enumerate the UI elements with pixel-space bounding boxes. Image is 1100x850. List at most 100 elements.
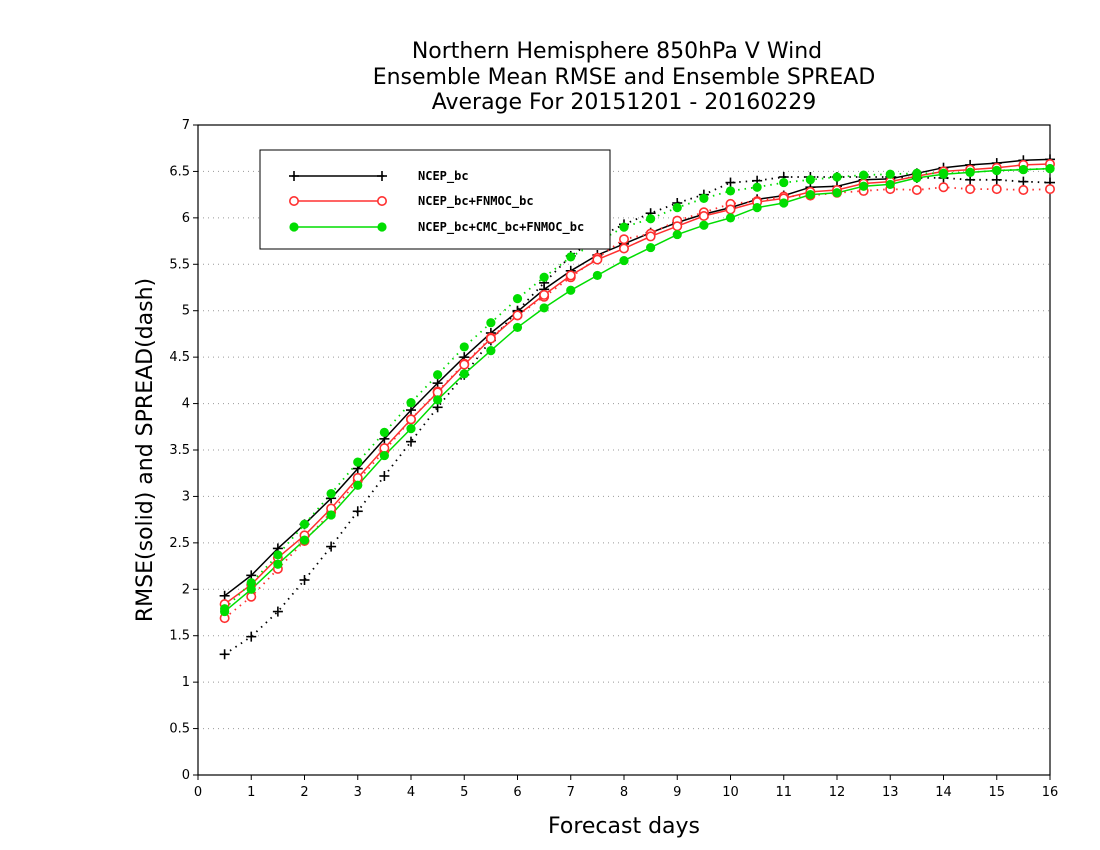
y-tick-label: 6.5: [169, 164, 190, 179]
series-2-rmse-point: [273, 559, 283, 569]
series-2-rmse-point: [539, 303, 549, 313]
series-2-spread-point: [299, 519, 310, 529]
y-tick-label: 1: [182, 675, 190, 690]
series-2-rmse-point: [699, 220, 709, 230]
y-tick-label: 0: [182, 768, 190, 783]
series-1-spread-point: [618, 234, 629, 245]
series-1-rmse-point: [405, 414, 416, 425]
series-1-rmse-point: [672, 221, 683, 232]
series-1-rmse-point: [512, 310, 523, 321]
legend-marker-2: [289, 222, 299, 232]
series-2-rmse-point: [326, 510, 336, 520]
series-2-spread-point: [699, 193, 709, 203]
series-1-rmse-point: [725, 204, 736, 215]
series-0-spread-point: [219, 649, 230, 660]
series-2-rmse-point: [779, 198, 789, 208]
series-2-rmse-point: [646, 242, 656, 253]
series-2-rmse-point: [965, 167, 975, 177]
y-tick-label: 4.5: [169, 350, 190, 365]
series-0-spread-point: [352, 506, 363, 517]
series-2-rmse-point: [912, 173, 922, 183]
series-2-spread-point: [885, 169, 895, 179]
x-tick-label: 4: [407, 785, 415, 800]
legend-marker-1: [376, 196, 387, 207]
series-2-spread-point: [379, 427, 389, 437]
x-tick-label: 0: [194, 785, 202, 800]
chart-title: Northern Hemisphere 850hPa V Wind Ensemb…: [373, 39, 876, 115]
series-2-rmse-point: [566, 285, 576, 295]
series-2-spread-point: [646, 214, 656, 224]
x-tick-label: 13: [882, 785, 899, 800]
series-markers: [219, 154, 1056, 660]
series-2-spread-point: [672, 203, 682, 213]
series-2-spread-point: [566, 252, 576, 262]
x-tick-label: 9: [673, 785, 681, 800]
series-0-rmse-point: [219, 590, 230, 601]
x-tick-label: 2: [300, 785, 308, 800]
legend-label-2: NCEP_bc+CMC_bc+FNMOC_bc: [418, 220, 584, 235]
series-2-rmse-point: [1018, 164, 1028, 175]
y-tick-label: 7: [182, 118, 190, 133]
series-2-spread-point: [353, 457, 363, 467]
series-2-spread-point: [486, 318, 496, 328]
x-tick-label: 16: [1042, 785, 1059, 800]
series-0-spread-point: [246, 631, 257, 642]
x-axis-ticks: 0 1 2 3 4 5 6 7 8 9 10 11 12 13 14 15 16: [194, 775, 1058, 800]
series-1-spread-point: [991, 184, 1002, 195]
series-2-spread-point: [326, 489, 336, 499]
series-1-spread-point: [1045, 184, 1056, 195]
series-2-rmse-point: [512, 322, 523, 333]
series-2-rmse-point: [672, 229, 682, 240]
series-2-rmse-point: [220, 606, 230, 617]
series-2-rmse-point: [1045, 164, 1055, 174]
series-2-spread-point: [619, 222, 629, 232]
x-tick-label: 10: [722, 785, 739, 800]
title-line-2: Ensemble Mean RMSE and Ensemble SPREAD: [373, 65, 876, 90]
series-1-rmse-point: [565, 270, 576, 281]
legend-label-1: NCEP_bc+FNMOC_bc: [418, 194, 534, 209]
series-1-spread-point: [911, 185, 922, 196]
y-tick-label: 5: [182, 304, 190, 319]
series-1-rmse-point: [459, 359, 470, 370]
series-0-spread-point: [379, 471, 390, 481]
x-axis-label: Forecast days: [548, 814, 700, 839]
x-tick-label: 8: [620, 785, 628, 800]
series-0-spread-point: [725, 177, 736, 188]
series-2-rmse-point: [353, 480, 363, 490]
series-2-spread-point: [246, 578, 256, 588]
series-1-rmse-point: [592, 254, 603, 265]
series-2-spread-point: [539, 272, 549, 282]
series-1-rmse-point: [539, 289, 550, 300]
x-tick-label: 11: [775, 785, 792, 800]
series-2-rmse-point: [459, 369, 469, 379]
series-2-rmse-point: [805, 190, 815, 200]
y-tick-label: 6: [182, 211, 190, 226]
series-2-rmse-point: [938, 169, 949, 179]
series-2-rmse-point: [832, 188, 842, 198]
legend-marker-1: [288, 196, 299, 207]
x-tick-label: 5: [460, 785, 468, 800]
series-2-rmse-point: [406, 424, 416, 434]
x-tick-label: 1: [247, 785, 255, 800]
series-2-rmse-point: [885, 179, 895, 190]
series-1-rmse-point: [698, 211, 709, 222]
y-tick-label: 4: [182, 397, 190, 412]
series-2-spread-point: [725, 186, 736, 196]
series-2-spread-point: [433, 370, 443, 380]
x-tick-label: 12: [829, 785, 846, 800]
y-tick-label: 5.5: [169, 257, 190, 272]
series-2-spread-point: [779, 177, 789, 188]
series-2-rmse-point: [379, 450, 389, 461]
y-tick-label: 0.5: [169, 722, 190, 737]
series-2-rmse-point: [486, 346, 496, 356]
series-1-spread-point: [965, 184, 976, 195]
series-1-spread-line: [224, 186, 1051, 619]
series-2-rmse-point: [592, 270, 602, 281]
y-tick-label: 3.5: [169, 443, 190, 458]
x-tick-label: 3: [354, 785, 362, 800]
x-tick-label: 6: [513, 785, 521, 800]
series-2-spread-point: [512, 294, 523, 304]
series-2-rmse-point: [725, 213, 736, 223]
series-2-spread-point: [459, 342, 469, 352]
